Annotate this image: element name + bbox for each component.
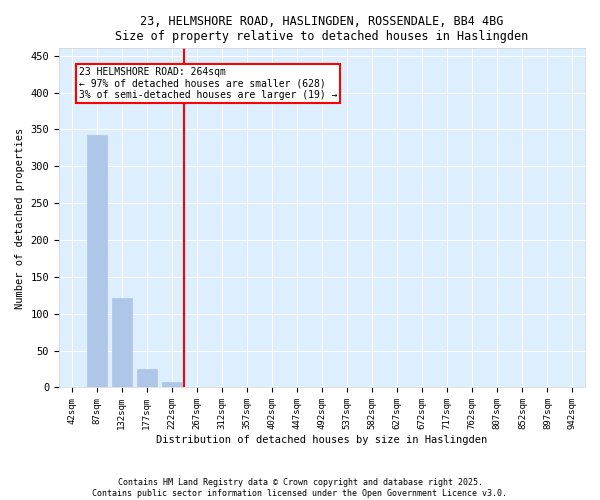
Bar [137,369,157,388]
X-axis label: Distribution of detached houses by size in Haslingden: Distribution of detached houses by size … [157,435,488,445]
Bar [162,382,182,388]
Text: 23 HELMSHORE ROAD: 264sqm
← 97% of detached houses are smaller (628)
3% of semi-: 23 HELMSHORE ROAD: 264sqm ← 97% of detac… [79,67,338,100]
Title: 23, HELMSHORE ROAD, HASLINGDEN, ROSSENDALE, BB4 4BG
Size of property relative to: 23, HELMSHORE ROAD, HASLINGDEN, ROSSENDA… [115,15,529,43]
Y-axis label: Number of detached properties: Number of detached properties [15,128,25,308]
Bar [112,298,131,388]
Bar [86,134,107,388]
Text: Contains HM Land Registry data © Crown copyright and database right 2025.
Contai: Contains HM Land Registry data © Crown c… [92,478,508,498]
